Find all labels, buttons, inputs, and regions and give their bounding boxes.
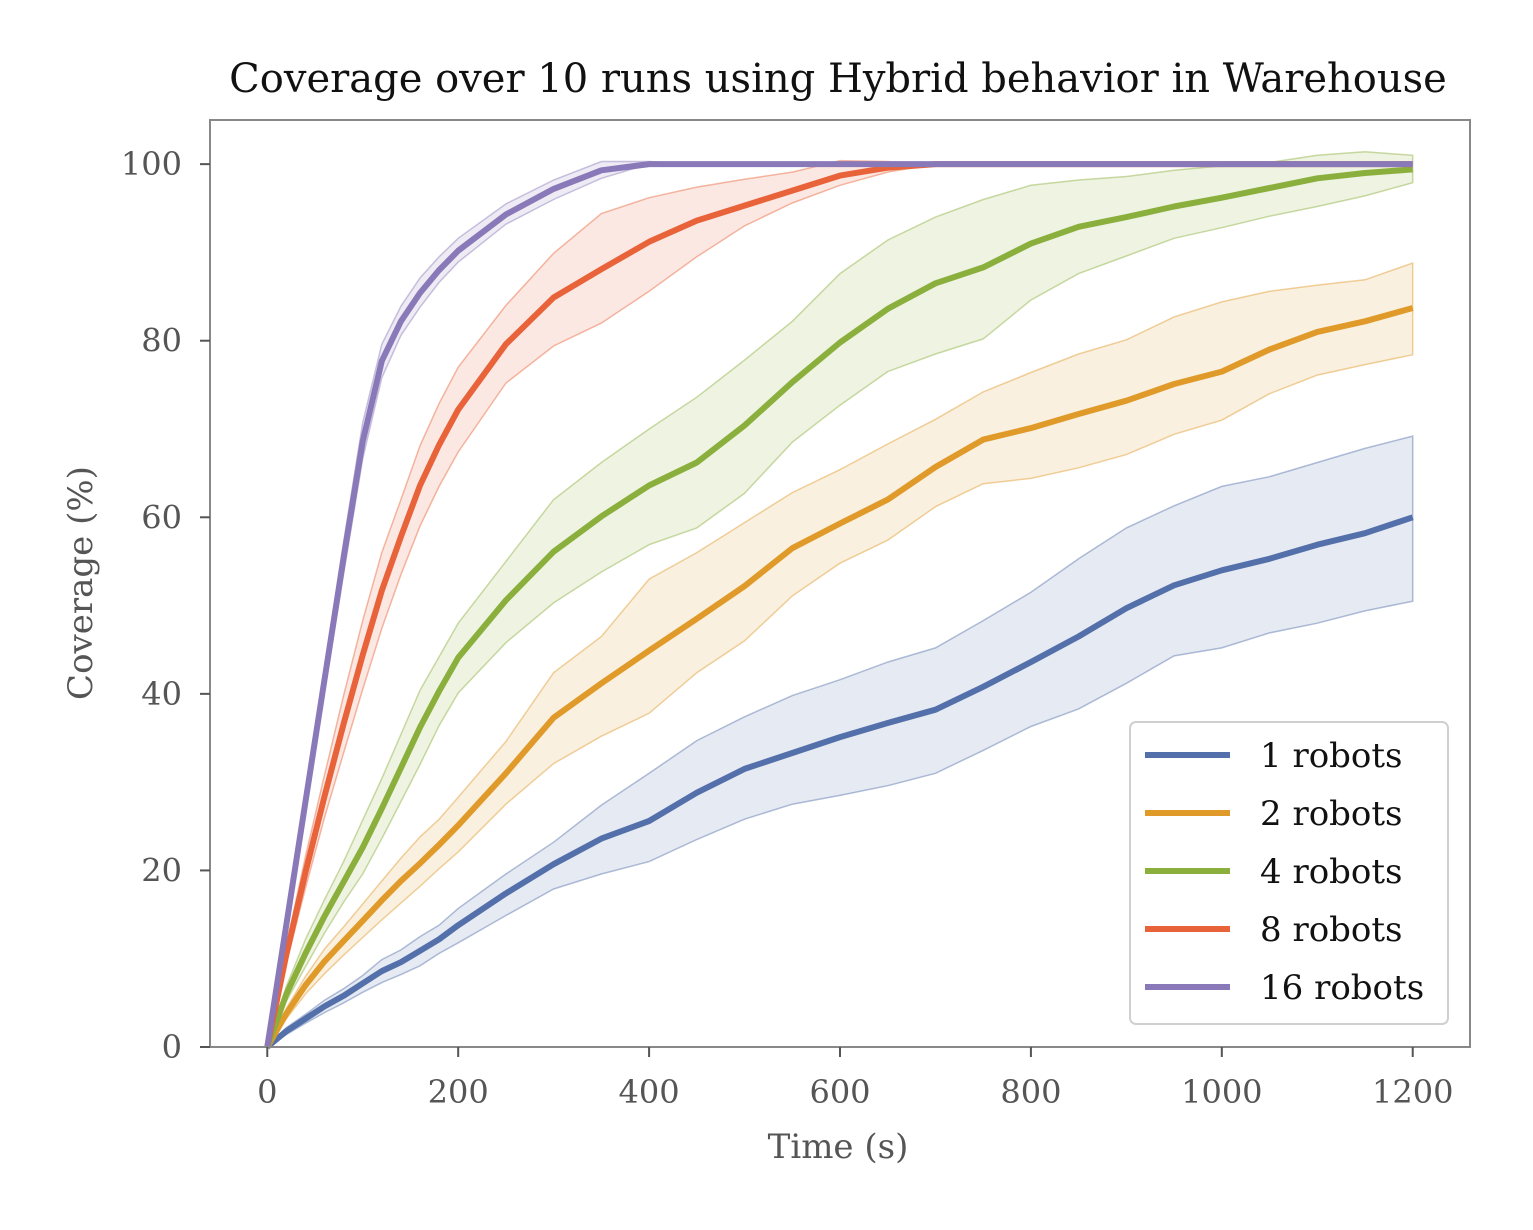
y-axis-label: Coverage (%) [61, 466, 101, 700]
x-axis-ticks: 0 200 400 600 800 1000 1200 [257, 1047, 1453, 1111]
x-tick-label: 200 [428, 1073, 489, 1111]
line-series-0 [265, 514, 1414, 1050]
series-lines [264, 161, 1414, 1050]
y-tick-label: 80 [141, 322, 182, 360]
y-tick-label: 20 [141, 851, 182, 889]
line-series-1 [264, 305, 1414, 1049]
legend: 1 robots 2 robots 4 robots 8 robots 16 robot… [1129, 721, 1449, 1025]
band-series-2 [266, 151, 1414, 1048]
y-tick-label: 40 [141, 675, 182, 713]
legend-box [1129, 721, 1449, 1025]
y-tick-label: 60 [141, 498, 182, 536]
x-tick-label: 400 [619, 1073, 680, 1111]
band-series-3 [266, 159, 1413, 1048]
x-tick-label: 800 [1000, 1073, 1061, 1111]
x-tick-label: 600 [809, 1073, 870, 1111]
y-axis-ticks: 0 20 40 60 80 100 [121, 145, 210, 1066]
legend-label-3: 8 robots [1260, 910, 1403, 950]
legend-label-0: 1 robots [1260, 736, 1403, 776]
legend-label-1: 2 robots [1260, 794, 1403, 834]
x-axis-label: Time (s) [768, 1127, 909, 1167]
x-tick-label: 0 [257, 1073, 277, 1111]
legend-label-4: 16 robots [1260, 968, 1424, 1008]
x-tick-label: 1000 [1181, 1073, 1262, 1111]
y-tick-label: 0 [162, 1028, 182, 1066]
legend-label-2: 4 robots [1260, 852, 1403, 892]
band-series-4 [266, 160, 1413, 1048]
chart-title: Coverage over 10 runs using Hybrid behav… [229, 56, 1447, 102]
y-tick-label: 100 [121, 145, 182, 183]
line-series-4 [264, 161, 1413, 1048]
x-tick-label: 1200 [1372, 1073, 1453, 1111]
line-series-2 [264, 166, 1413, 1049]
